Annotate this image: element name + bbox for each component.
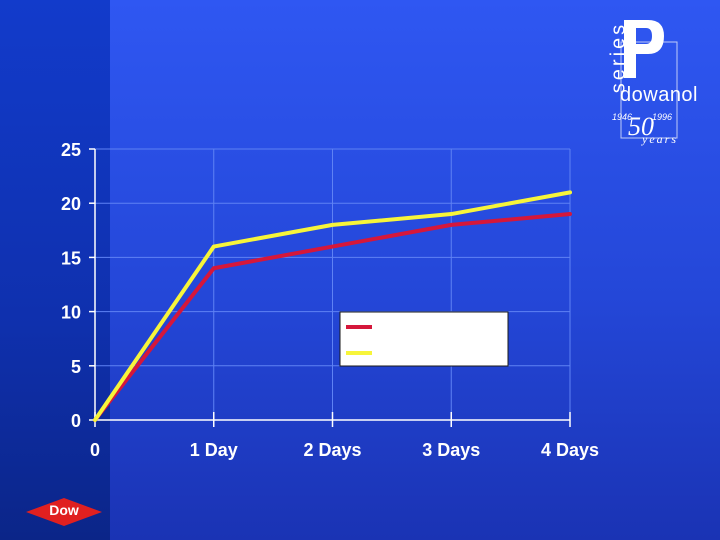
legend-label: DALPAD Filmer (376, 318, 502, 337)
axes: 0 5 10 15 20 25 0 1 Day 2 Days 3 Days 4 Days (61, 140, 599, 460)
dow-diamond-logo (26, 498, 102, 526)
x-tick-label: 2 Days (303, 440, 361, 460)
series-lines (93, 190, 572, 422)
left-accent-band (0, 0, 110, 540)
year-start-label: 1946 (612, 112, 633, 122)
legend: DALPAD Filmer Texanol (339, 311, 509, 367)
y-tick-label: 10 (61, 303, 81, 323)
legend-label: Texanol (376, 344, 439, 363)
x-tick-label: 1 Day (190, 440, 238, 460)
x-tick-label: 0 (90, 440, 100, 460)
x-tick-label: 3 Days (422, 440, 480, 460)
y-tick-label: 5 (71, 357, 81, 377)
year-end-label: 1996 (652, 112, 673, 122)
series-line-dalpad-filmer (93, 212, 572, 422)
series-line-texanol (93, 190, 572, 422)
legend-box (339, 311, 509, 367)
x-tick-label: 4 Days (541, 440, 599, 460)
gridlines (95, 148, 571, 420)
dowanol-label: dowanol (620, 84, 699, 106)
p-mark-icon (620, 20, 678, 139)
anniversary-number: 50 (628, 112, 654, 141)
anniversary-word: years (642, 132, 678, 146)
y-tick-label: 15 (61, 248, 81, 268)
y-tick-label: 25 (61, 140, 81, 160)
y-tick-label: 20 (61, 194, 81, 214)
dow-company-name: Dow (49, 502, 79, 518)
dowanol-logo (586, 14, 714, 154)
y-tick-label: 0 (71, 411, 81, 431)
